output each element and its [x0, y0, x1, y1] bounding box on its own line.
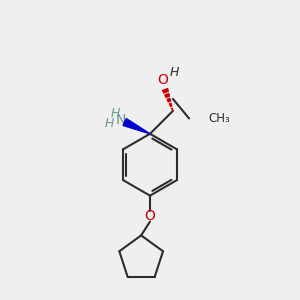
Polygon shape: [123, 118, 150, 134]
Text: H: H: [111, 107, 121, 120]
Polygon shape: [169, 103, 172, 106]
Text: O: O: [158, 73, 168, 87]
Text: H: H: [170, 66, 179, 79]
Polygon shape: [172, 108, 173, 111]
Polygon shape: [167, 98, 171, 102]
Text: CH₃: CH₃: [208, 112, 230, 125]
Text: H: H: [105, 117, 114, 130]
Polygon shape: [163, 88, 168, 93]
Text: N: N: [116, 112, 126, 127]
Text: O: O: [145, 209, 155, 223]
Polygon shape: [165, 94, 169, 98]
